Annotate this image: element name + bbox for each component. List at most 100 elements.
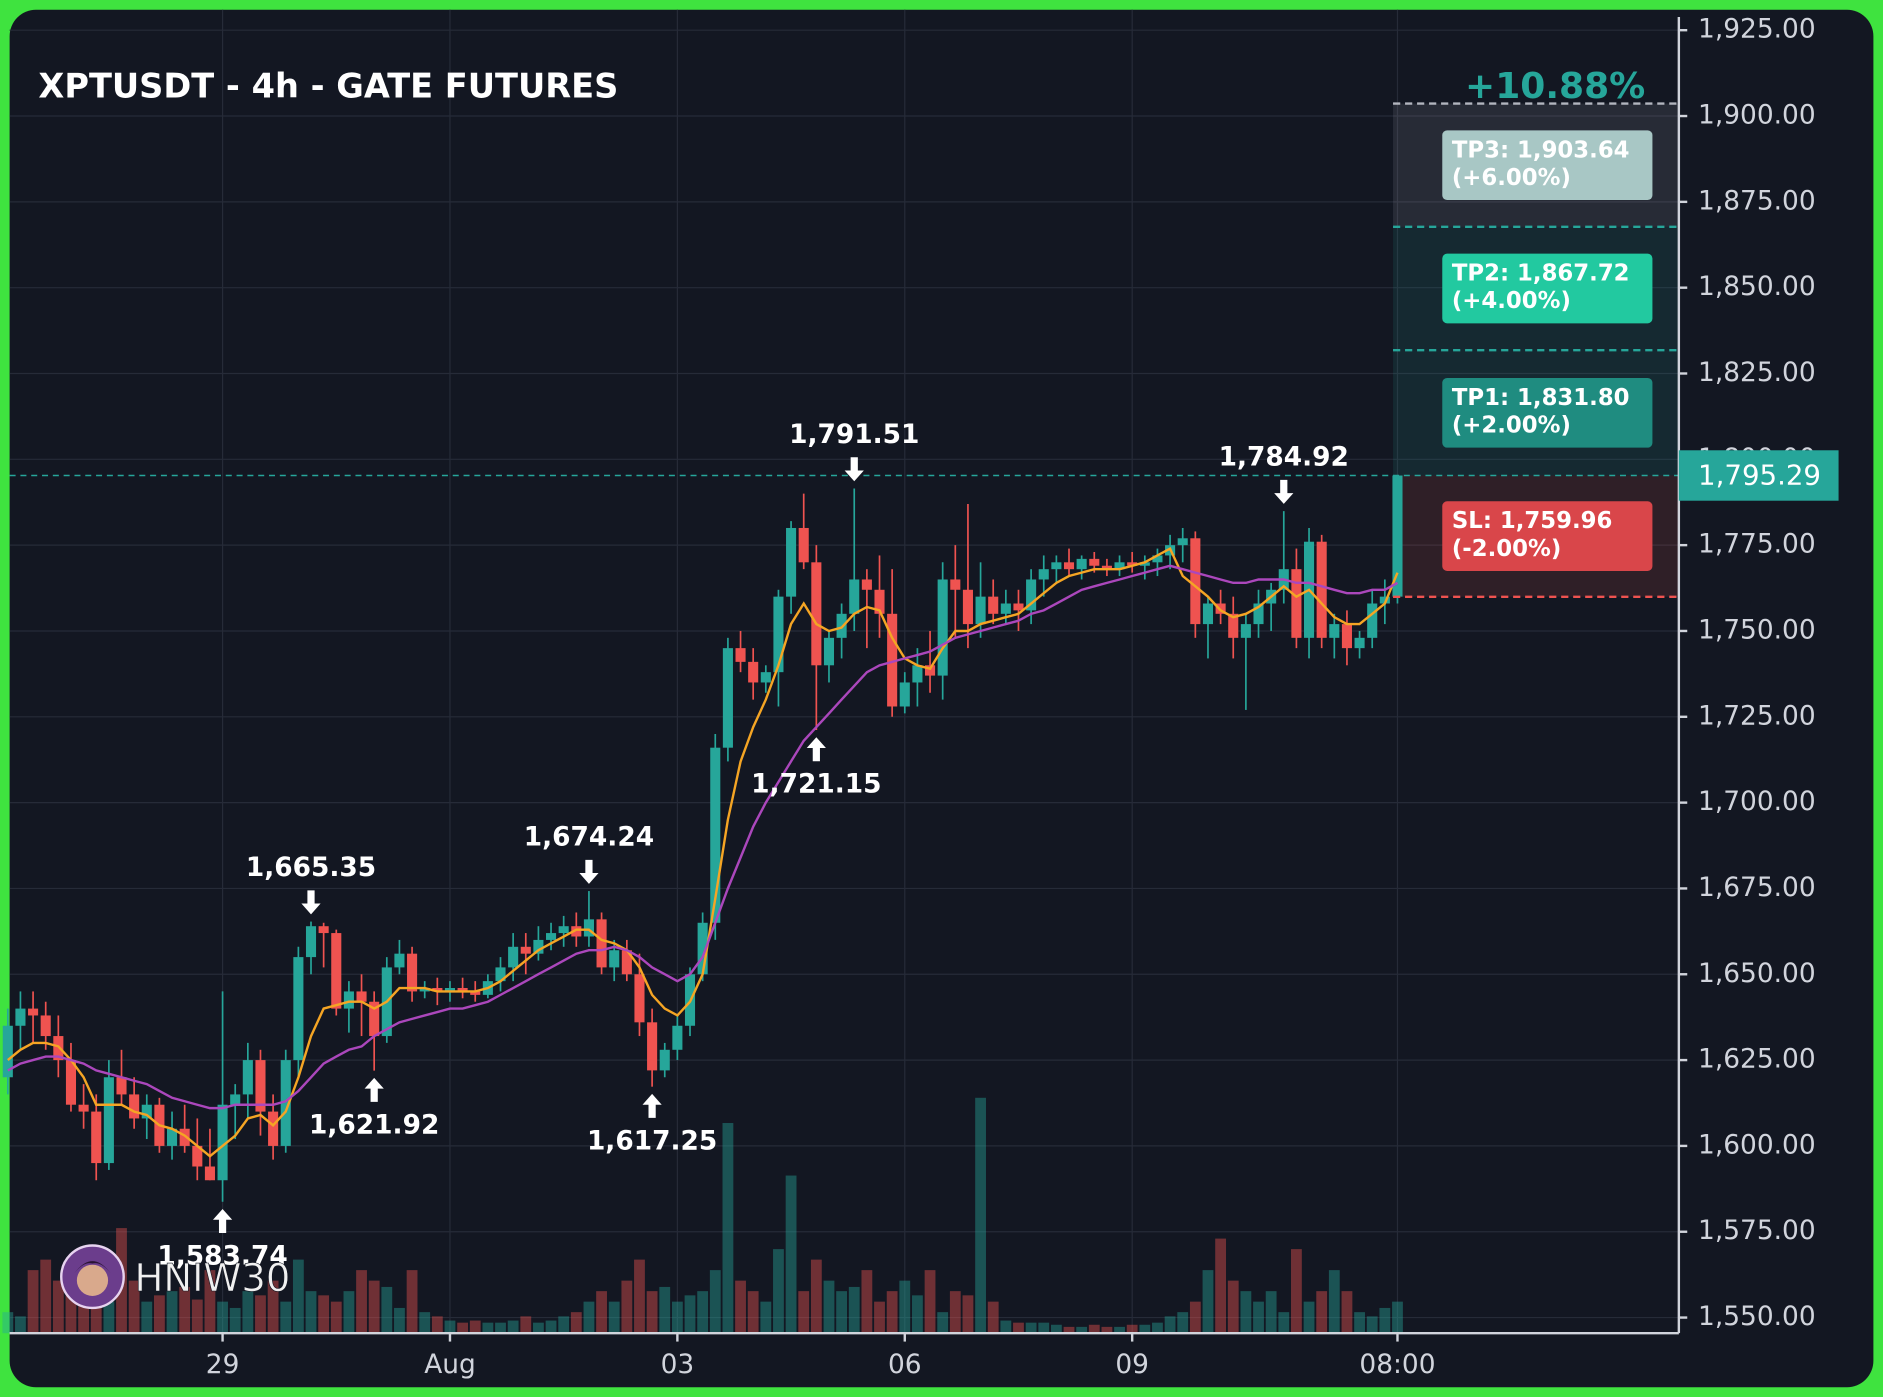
candle-body <box>1026 579 1037 611</box>
volume-bar <box>1164 1316 1176 1334</box>
candle-body <box>558 926 569 934</box>
candle-body <box>141 1104 152 1119</box>
volume-bar <box>558 1316 570 1334</box>
y-tick-label: 1,775.00 <box>1698 529 1816 560</box>
volume-bar <box>1101 1326 1113 1334</box>
volume-bar <box>823 1280 835 1334</box>
volume-bar <box>406 1270 418 1334</box>
candle-body <box>2 1025 13 1078</box>
candle-body <box>369 1001 380 1037</box>
volume-bar <box>1038 1322 1050 1334</box>
volume-bar <box>128 1280 140 1334</box>
chart-background <box>9 9 1874 1388</box>
arrow <box>579 859 599 884</box>
volume-bar <box>1366 1316 1378 1334</box>
x-tick-label: 08:00 <box>1359 1349 1435 1380</box>
candle-body <box>508 946 519 968</box>
volume-bar <box>1341 1291 1353 1334</box>
candle-body <box>1392 475 1403 597</box>
candle-body <box>255 1060 266 1112</box>
volume-bar <box>419 1312 431 1334</box>
candle-body <box>748 661 759 683</box>
candle-body <box>634 974 645 1023</box>
candle-body <box>924 665 936 676</box>
volume-bar <box>1000 1320 1012 1334</box>
candle-body <box>722 648 733 748</box>
candle-body <box>293 957 304 1061</box>
avatar-hair <box>74 1261 111 1274</box>
x-tick-label: 06 <box>888 1349 922 1380</box>
candle-body <box>1316 541 1327 638</box>
volume-bar <box>1025 1322 1037 1334</box>
volume-bar <box>103 1301 115 1334</box>
candle-body <box>571 926 582 937</box>
candle-body <box>457 987 468 992</box>
volume-bar <box>204 1270 216 1334</box>
volume-bar <box>1088 1324 1100 1334</box>
candle-body <box>204 1166 215 1181</box>
volume-bar <box>52 1280 64 1334</box>
volume-bar <box>2 1312 14 1334</box>
y-tick-label: 1,900.00 <box>1698 100 1816 131</box>
candle-body <box>15 1008 26 1026</box>
y-tick-label: 1,600.00 <box>1698 1129 1816 1160</box>
candle-body <box>811 562 822 666</box>
volume-bar <box>634 1259 645 1334</box>
candle-body <box>659 1049 670 1071</box>
volume-bar <box>1076 1326 1088 1334</box>
volume-bar <box>40 1259 52 1334</box>
volume-bar <box>305 1291 317 1334</box>
level-box <box>1442 130 1653 201</box>
volume-bar <box>343 1291 355 1334</box>
volume-bar <box>229 1307 241 1334</box>
volume-bar <box>1126 1324 1138 1334</box>
candle-body <box>735 648 746 662</box>
volume-bar <box>962 1295 974 1334</box>
volume-bar <box>431 1316 443 1334</box>
candle-body <box>1329 624 1340 638</box>
volume-bar <box>659 1286 671 1334</box>
volume-bar <box>368 1280 380 1334</box>
volume-bar <box>469 1320 481 1334</box>
moving-average <box>7 546 1399 1158</box>
volume-bar <box>709 1270 721 1334</box>
volume-bar <box>457 1322 469 1334</box>
volume-bar <box>975 1097 986 1334</box>
volume-bar <box>596 1291 607 1334</box>
volume-bar <box>924 1270 936 1334</box>
y-tick-label: 1,625.00 <box>1698 1044 1816 1075</box>
candle-body <box>899 682 910 707</box>
volume-bar <box>1278 1312 1290 1334</box>
candle-body <box>1089 558 1100 566</box>
candle-body <box>268 1111 279 1146</box>
volume-bar <box>912 1295 923 1334</box>
volume-bar <box>356 1270 367 1334</box>
volume-bar <box>1013 1322 1024 1334</box>
volume-bar <box>1152 1322 1163 1334</box>
candle-body <box>116 1077 127 1095</box>
candle-body <box>1341 624 1352 649</box>
volume-bar <box>1253 1301 1264 1334</box>
candle-body <box>1379 596 1390 604</box>
volume-bar <box>570 1312 582 1334</box>
candle-body <box>912 665 923 683</box>
candle-body <box>1354 637 1365 649</box>
volume-bar <box>785 1175 797 1334</box>
arrow <box>364 1077 384 1102</box>
candle-body <box>1177 538 1188 546</box>
volume-bar <box>179 1286 191 1334</box>
volume-bar <box>217 1301 228 1334</box>
volume-bar <box>507 1320 519 1334</box>
volume-bar <box>27 1270 39 1334</box>
volume-bar <box>671 1301 683 1334</box>
volume-bar <box>191 1299 203 1334</box>
candle-body <box>1013 603 1024 611</box>
candle-body <box>1152 555 1163 563</box>
volume-bar <box>381 1286 393 1334</box>
candle-body <box>710 747 721 923</box>
watermark: HNIW30 <box>135 1256 291 1301</box>
volume-bar <box>1139 1324 1151 1334</box>
x-tick-label: 29 <box>206 1349 240 1380</box>
